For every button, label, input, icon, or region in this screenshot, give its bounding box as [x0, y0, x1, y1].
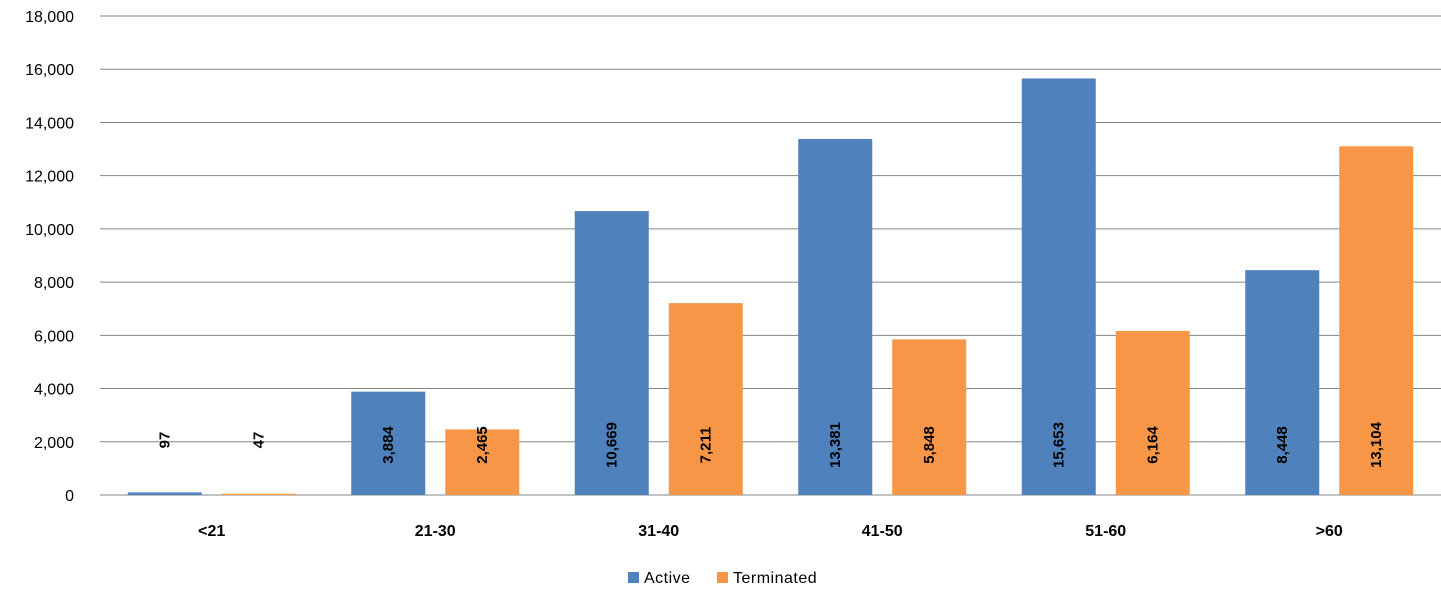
y-tick-label: 12,000	[25, 169, 74, 186]
y-axis-ticks: 0 2,000 4,000 6,000 8,000 10,000 12,000 14,000 1…	[25, 9, 74, 505]
bar-active	[1021, 78, 1096, 496]
legend-swatch	[628, 572, 639, 583]
legend-label: Terminated	[733, 570, 817, 587]
gridlines	[100, 15, 1441, 496]
bar-terminated	[668, 303, 743, 495]
data-label: 5,848	[921, 426, 938, 464]
legend-label: Active	[644, 570, 691, 587]
y-tick-label: 2,000	[34, 435, 74, 452]
x-tick-label: 31-40	[638, 523, 679, 540]
x-tick-label: 41-50	[862, 523, 903, 540]
bar-active	[574, 211, 649, 495]
bars	[127, 78, 1414, 496]
data-label: 47	[250, 432, 267, 449]
y-tick-label: 10,000	[25, 222, 74, 239]
y-tick-label: 14,000	[25, 115, 74, 132]
legend: Active Terminated	[628, 570, 817, 587]
x-tick-label: >60	[1316, 523, 1343, 540]
data-label: 13,104	[1368, 421, 1385, 468]
data-label: 7,211	[697, 427, 714, 464]
data-label: 97	[156, 432, 173, 449]
x-tick-label: 21-30	[415, 523, 456, 540]
data-label: 2,465	[474, 426, 491, 464]
y-tick-label: 0	[65, 488, 74, 505]
y-tick-label: 8,000	[34, 275, 74, 292]
x-tick-label: <21	[198, 523, 225, 540]
y-tick-label: 6,000	[34, 328, 74, 345]
data-label: 15,653	[1050, 422, 1067, 468]
data-labels: 97 47 3,884 2,465 10,669 7,211 13,381 5,848 15,6…	[156, 421, 1385, 468]
data-label: 8,448	[1274, 426, 1291, 464]
bar-active	[127, 492, 202, 495]
bar-terminated	[892, 339, 967, 495]
data-label: 3,884	[380, 426, 397, 464]
bar-terminated	[445, 429, 520, 495]
bar-active	[351, 391, 426, 495]
data-label: 13,381	[827, 422, 844, 468]
x-tick-label: 51-60	[1085, 523, 1126, 540]
data-label: 6,164	[1144, 426, 1161, 464]
bar-terminated	[1115, 330, 1190, 495]
bar-active	[1245, 270, 1320, 495]
y-tick-label: 16,000	[25, 62, 74, 79]
legend-item-active: Active	[628, 570, 691, 587]
x-axis-ticks: <21 21-30 31-40 41-50 51-60 >60	[198, 523, 1343, 540]
y-tick-label: 18,000	[25, 9, 74, 26]
data-label: 10,669	[603, 422, 620, 468]
legend-swatch	[717, 572, 728, 583]
bar-terminated	[1339, 146, 1414, 495]
bar-active	[798, 138, 873, 495]
bar-terminated	[221, 493, 296, 495]
legend-item-terminated: Terminated	[717, 570, 817, 587]
y-tick-label: 4,000	[34, 382, 74, 399]
